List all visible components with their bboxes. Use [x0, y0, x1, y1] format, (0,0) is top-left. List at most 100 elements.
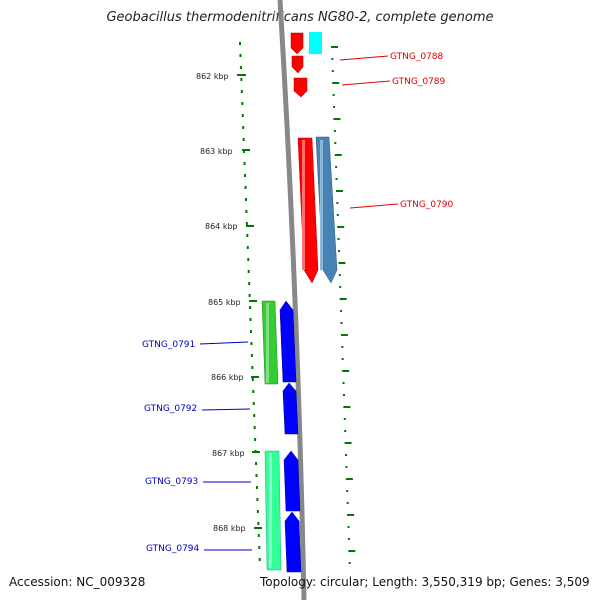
ruler-label: 863 kbp: [200, 147, 233, 156]
skew-dot: [331, 58, 334, 60]
skew-dot: [338, 262, 346, 264]
skew-dot: [333, 106, 336, 108]
skew-dot: [346, 502, 349, 504]
skew-dot: [249, 318, 252, 321]
skew-dot: [331, 70, 334, 72]
skew-dot: [339, 286, 342, 288]
skew-dot: [335, 190, 343, 192]
skew-dot: [246, 246, 249, 249]
gene-arrow-red: [293, 77, 308, 98]
gene-green: [261, 300, 279, 385]
skew-dot: [337, 238, 340, 240]
gene-label-leader: [349, 203, 399, 209]
skew-dot: [348, 550, 356, 552]
gene-highlight: [302, 140, 305, 270]
skew-dot: [341, 358, 344, 360]
skew-dot: [242, 126, 245, 129]
skew-dot: [340, 334, 348, 336]
skew-dot: [345, 466, 348, 468]
gene-arrow-blue: [282, 382, 299, 435]
skew-dot: [347, 538, 350, 540]
right-dot-track: [331, 46, 356, 564]
skew-dot: [335, 178, 338, 180]
ruler-label: 865 kbp: [208, 298, 241, 307]
gene-label: GTNG_0792: [144, 404, 197, 414]
skew-dot: [331, 46, 338, 48]
skew-dot: [335, 166, 338, 168]
gene-label-leader: [339, 55, 389, 61]
skew-dot: [239, 54, 242, 57]
skew-dot: [342, 394, 345, 396]
gene-cyan: [309, 32, 322, 54]
skew-dot: [341, 346, 344, 348]
skew-dot: [256, 498, 259, 501]
gene-highlight: [269, 453, 272, 568]
skew-dot: [258, 558, 261, 561]
skew-dot: [249, 306, 252, 309]
skew-dot: [257, 522, 260, 525]
gene-highlight: [266, 303, 269, 383]
skew-dot: [246, 234, 249, 237]
skew-dot: [253, 414, 256, 417]
gene-label: GTNG_0791: [142, 340, 195, 350]
ruler-label: 864 kbp: [205, 222, 238, 231]
skew-dot: [343, 418, 346, 420]
skew-dot: [244, 174, 247, 177]
skew-dot: [347, 526, 350, 528]
skew-dot: [345, 478, 353, 480]
skew-dot: [245, 210, 248, 213]
skew-dot: [333, 130, 336, 132]
skew-dot: [242, 138, 245, 141]
left-dot-track: [239, 42, 261, 561]
genome-backbone: [277, 0, 307, 600]
gene-highlight: [320, 140, 323, 270]
skew-dot: [247, 258, 250, 261]
skew-dot: [251, 378, 254, 381]
ruler-label: 866 kbp: [211, 373, 244, 382]
skew-dot: [247, 270, 250, 273]
skew-dot: [252, 402, 255, 405]
skew-dot: [340, 310, 343, 312]
skew-dot: [338, 274, 341, 276]
ruler-label: 862 kbp: [196, 72, 229, 81]
skew-dot: [345, 454, 348, 456]
skew-dot: [336, 214, 339, 216]
skew-dot: [244, 186, 247, 189]
skew-dot: [342, 382, 345, 384]
skew-dot: [253, 426, 256, 429]
gene-label: GTNG_0794: [146, 544, 200, 554]
skew-dot: [243, 150, 246, 153]
gene-arrow-blue: [284, 511, 302, 573]
skew-dot: [337, 226, 345, 228]
skew-dot: [334, 154, 342, 156]
skew-dot: [333, 118, 341, 120]
gene-steel: [315, 136, 338, 284]
skew-dot: [252, 390, 255, 393]
gene-arrow-blue: [279, 300, 297, 383]
skew-dot: [339, 298, 347, 300]
gene-label: GTNG_0789: [392, 77, 446, 87]
skew-dot: [255, 474, 258, 477]
skew-dot: [239, 42, 241, 45]
skew-dot: [344, 430, 347, 432]
skew-dot: [250, 342, 253, 345]
skew-dot: [344, 442, 352, 444]
gene-label-leader: [201, 408, 251, 411]
skew-dot: [240, 78, 243, 81]
skew-dot: [343, 406, 351, 408]
skew-dot: [334, 142, 337, 144]
skew-dot: [348, 562, 351, 564]
map-title: Geobacillus thermodenitrificans NG80-2, …: [106, 10, 494, 25]
skew-dot: [257, 534, 260, 537]
skew-dot: [255, 462, 258, 465]
skew-dot: [342, 370, 350, 372]
skew-dot: [332, 82, 340, 84]
gene-label-leader: [341, 80, 391, 86]
ruler-label: 868 kbp: [213, 524, 246, 533]
accession-text: Accession: NC_009328: [9, 575, 146, 589]
ruler: 862 kbp 863 kbp 864 kbp 865 kbp 866 kbp …: [196, 72, 262, 533]
skew-dot: [255, 486, 258, 489]
gene-arrow-red: [297, 137, 319, 284]
skew-dot: [251, 366, 254, 369]
